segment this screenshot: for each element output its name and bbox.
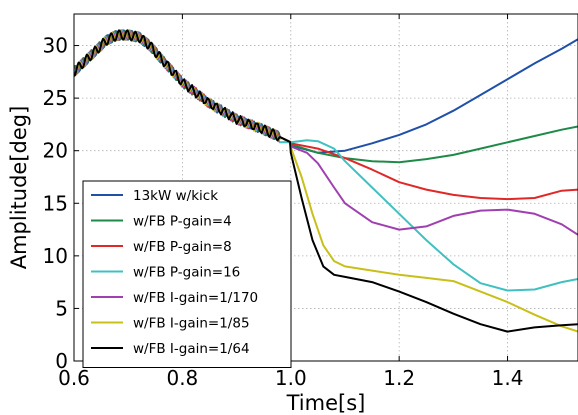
y-axis-label: Amplitude[deg] bbox=[7, 106, 31, 270]
legend-label: w/FB I-gain=1/170 bbox=[133, 290, 258, 306]
series-lines bbox=[74, 29, 578, 333]
x-tick-label: 1.0 bbox=[275, 366, 307, 390]
y-tick-label: 15 bbox=[43, 191, 68, 215]
legend-label: 13kW w/kick bbox=[133, 188, 218, 204]
y-tick-label: 20 bbox=[43, 139, 68, 163]
y-tick-label: 30 bbox=[43, 34, 68, 58]
x-tick-label: 0.6 bbox=[58, 366, 90, 390]
tick-labels: 0.6 0.8 1.0 1.2 1.4 0 5 10 15 20 25 30 bbox=[43, 34, 524, 390]
legend-label: w/FB I-gain=1/64 bbox=[133, 341, 250, 357]
series-line-7 bbox=[74, 29, 578, 333]
plot-frame bbox=[73, 13, 578, 362]
x-tick-label: 0.8 bbox=[166, 366, 198, 390]
y-tick-label: 25 bbox=[43, 86, 68, 110]
y-tick-label: 0 bbox=[55, 349, 68, 373]
legend-label: w/FB I-gain=1/85 bbox=[133, 316, 250, 332]
x-tick-label: 1.2 bbox=[383, 366, 415, 390]
legend: 13kW w/kick w/FB P-gain=4 w/FB P-gain=8 w/F… bbox=[82, 180, 292, 368]
legend-label: w/FB P-gain=16 bbox=[133, 265, 240, 281]
y-tick-label: 10 bbox=[43, 244, 68, 268]
y-tick-label: 5 bbox=[55, 296, 68, 320]
legend-box bbox=[82, 180, 292, 368]
legend-label: w/FB P-gain=8 bbox=[133, 239, 232, 255]
x-tick-label: 1.4 bbox=[492, 366, 524, 390]
x-axis-label: Time[s] bbox=[286, 391, 366, 415]
legend-label: w/FB P-gain=4 bbox=[133, 214, 232, 230]
